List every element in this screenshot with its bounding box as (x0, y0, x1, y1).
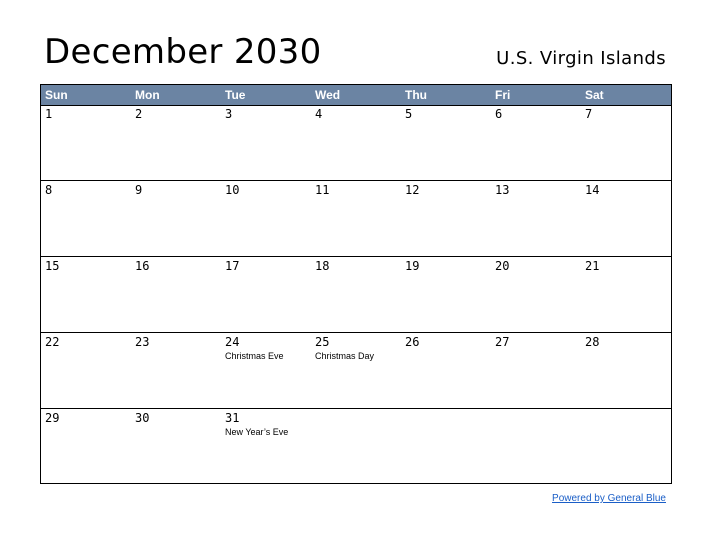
day-cell: 29 (41, 409, 131, 484)
day-cell: 12 (401, 181, 491, 256)
day-cell: 6 (491, 105, 581, 180)
date-number: 15 (45, 259, 60, 273)
date-number: 11 (315, 183, 330, 197)
day-cell: 8 (41, 181, 131, 256)
day-cell: 30 (131, 409, 221, 484)
day-cell: 22 (41, 333, 131, 408)
weekday-sat: Sat (585, 88, 604, 102)
day-cell: 19 (401, 257, 491, 332)
day-cell (311, 409, 401, 484)
day-cell: 15 (41, 257, 131, 332)
day-cell: 10 (221, 181, 311, 256)
day-cell: 25 Christmas Day (311, 333, 401, 408)
date-number: 25 (315, 335, 330, 349)
date-number: 4 (315, 107, 323, 121)
weekday-wed: Wed (315, 88, 341, 102)
week-divider (41, 256, 671, 257)
calendar-grid: Sun Mon Tue Wed Thu Fri Sat 1 2 3 4 5 6 7 8 9 10 1… (40, 84, 672, 484)
date-number: 12 (405, 183, 420, 197)
holiday-label: Christmas Eve (225, 351, 284, 361)
day-cell: 5 (401, 105, 491, 180)
date-number: 2 (135, 107, 143, 121)
date-number: 28 (585, 335, 600, 349)
date-number: 20 (495, 259, 510, 273)
day-cell (491, 409, 581, 484)
date-number: 10 (225, 183, 240, 197)
day-cell: 7 (581, 105, 671, 180)
day-cell: 16 (131, 257, 221, 332)
date-number: 7 (585, 107, 593, 121)
date-number: 22 (45, 335, 60, 349)
date-number: 6 (495, 107, 503, 121)
week-divider (41, 408, 671, 409)
day-cell: 9 (131, 181, 221, 256)
day-cell: 27 (491, 333, 581, 408)
holiday-label: New Year’s Eve (225, 427, 289, 437)
day-cell: 21 (581, 257, 671, 332)
date-number: 1 (45, 107, 53, 121)
weekday-header: Sun Mon Tue Wed Thu Fri Sat (41, 85, 671, 106)
date-number: 5 (405, 107, 413, 121)
date-number: 9 (135, 183, 143, 197)
page-title: December 2030 (44, 32, 322, 72)
day-cell: 11 (311, 181, 401, 256)
weekday-fri: Fri (495, 88, 511, 102)
weekday-tue: Tue (225, 88, 246, 102)
date-number: 24 (225, 335, 240, 349)
date-number: 19 (405, 259, 420, 273)
date-number: 21 (585, 259, 600, 273)
date-number: 3 (225, 107, 233, 121)
day-cell: 14 (581, 181, 671, 256)
day-cell (581, 409, 671, 484)
day-cell: 17 (221, 257, 311, 332)
date-number: 18 (315, 259, 330, 273)
date-number: 27 (495, 335, 510, 349)
region-label: U.S. Virgin Islands (496, 48, 666, 69)
day-cell: 23 (131, 333, 221, 408)
weekday-thu: Thu (405, 88, 427, 102)
day-cell: 31 New Year’s Eve (221, 409, 311, 484)
powered-by-link[interactable]: Powered by General Blue (552, 493, 666, 504)
day-cell: 1 (41, 105, 131, 180)
weekday-sun: Sun (45, 88, 68, 102)
holiday-label: Christmas Day (315, 351, 375, 361)
date-number: 8 (45, 183, 53, 197)
date-number: 29 (45, 411, 60, 425)
day-cell (401, 409, 491, 484)
date-number: 30 (135, 411, 150, 425)
day-cell: 13 (491, 181, 581, 256)
day-cell: 20 (491, 257, 581, 332)
day-cell: 4 (311, 105, 401, 180)
date-number: 26 (405, 335, 420, 349)
weekday-mon: Mon (135, 88, 160, 102)
day-cell: 2 (131, 105, 221, 180)
day-cell: 3 (221, 105, 311, 180)
date-number: 17 (225, 259, 240, 273)
week-divider (41, 180, 671, 181)
day-cell: 18 (311, 257, 401, 332)
day-cell: 28 (581, 333, 671, 408)
date-number: 14 (585, 183, 600, 197)
date-number: 13 (495, 183, 510, 197)
date-number: 31 (225, 411, 240, 425)
day-cell: 26 (401, 333, 491, 408)
week-divider (41, 332, 671, 333)
date-number: 23 (135, 335, 150, 349)
day-cell: 24 Christmas Eve (221, 333, 311, 408)
date-number: 16 (135, 259, 150, 273)
